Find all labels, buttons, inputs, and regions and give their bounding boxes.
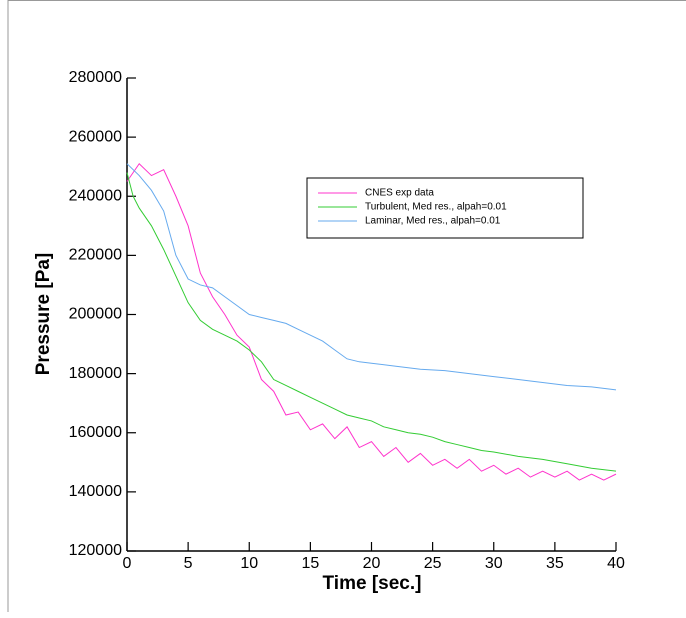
x-tick-label: 5 bbox=[184, 555, 193, 572]
x-tick-label: 20 bbox=[363, 555, 381, 572]
x-tick-label: 15 bbox=[301, 555, 319, 572]
y-tick-label: 180000 bbox=[69, 365, 122, 382]
series-line bbox=[126, 163, 617, 391]
y-tick-label: 220000 bbox=[69, 247, 122, 264]
y-tick-label: 120000 bbox=[69, 542, 122, 559]
x-tick-label: 0 bbox=[123, 555, 132, 572]
y-tick-label: 140000 bbox=[69, 483, 122, 500]
legend-label: Turbulent, Med res., alpah=0.01 bbox=[365, 202, 507, 213]
x-axis-title: Time [sec.] bbox=[323, 573, 422, 594]
y-tick-label: 160000 bbox=[69, 424, 122, 441]
x-tick-label: 30 bbox=[485, 555, 503, 572]
x-tick-label: 25 bbox=[424, 555, 442, 572]
y-tick-label: 200000 bbox=[69, 306, 122, 323]
y-axis-title: Pressure [Pa] bbox=[33, 253, 54, 376]
series-line bbox=[126, 162, 617, 481]
legend-box bbox=[306, 177, 584, 239]
series-line bbox=[126, 172, 617, 472]
x-tick-label: 35 bbox=[546, 555, 564, 572]
legend: CNES exp data Turbulent, Med res., alpah=… bbox=[318, 188, 507, 227]
y-tick-label: 280000 bbox=[69, 69, 122, 86]
legend-label: Laminar, Med res., alpah=0.01 bbox=[365, 216, 501, 227]
x-tick-label: 10 bbox=[240, 555, 258, 572]
y-tick-label: 240000 bbox=[69, 187, 122, 204]
x-tick-label: 40 bbox=[607, 555, 625, 572]
legend-label: CNES exp data bbox=[365, 188, 434, 199]
y-tick-label: 260000 bbox=[69, 128, 122, 145]
